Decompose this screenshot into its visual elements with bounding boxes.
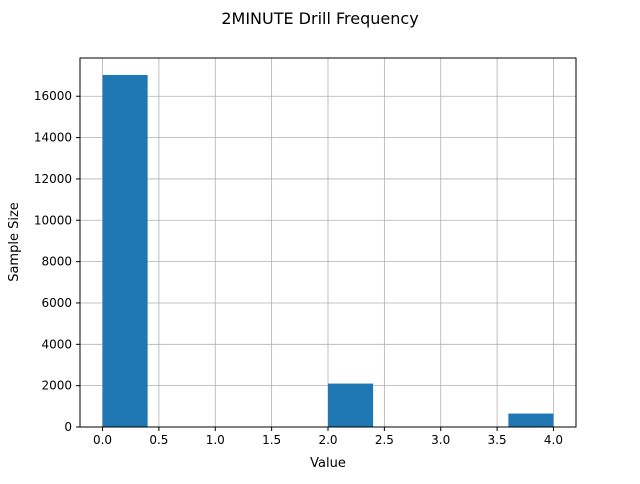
x-tick-label: 0.5 (149, 433, 168, 447)
histogram-bar (508, 413, 554, 427)
y-tick-label: 6000 (41, 296, 72, 310)
x-tick-label: 1.0 (206, 433, 225, 447)
x-axis-ticks: 0.0 0.5 1.0 1.5 2.0 2.5 3.0 3.5 4.0 (93, 427, 563, 447)
y-tick-label: 2000 (41, 379, 72, 393)
y-tick-label: 8000 (41, 255, 72, 269)
bars (102, 74, 554, 427)
x-tick-label: 3.0 (431, 433, 450, 447)
y-tick-label: 12000 (34, 172, 72, 186)
histogram-bar (328, 383, 374, 427)
histogram-bar (102, 74, 148, 427)
x-axis-label: Value (310, 456, 346, 471)
y-tick-label: 14000 (34, 131, 72, 145)
x-tick-label: 2.0 (318, 433, 337, 447)
x-tick-label: 4.0 (544, 433, 563, 447)
x-tick-label: 3.5 (488, 433, 507, 447)
chart-title: 2MINUTE Drill Frequency (221, 9, 418, 28)
y-tick-label: 10000 (34, 213, 72, 227)
grid-lines (80, 58, 576, 428)
x-tick-label: 2.5 (375, 433, 394, 447)
y-axis-ticks: 0 2000 4000 6000 8000 10000 12000 14000 16000 (34, 89, 80, 434)
x-tick-label: 1.5 (262, 433, 281, 447)
x-tick-label: 0.0 (93, 433, 112, 447)
y-tick-label: 0 (64, 420, 72, 434)
y-tick-label: 4000 (41, 337, 72, 351)
y-tick-label: 16000 (34, 89, 72, 103)
y-axis-label: Sample Size (7, 202, 22, 282)
